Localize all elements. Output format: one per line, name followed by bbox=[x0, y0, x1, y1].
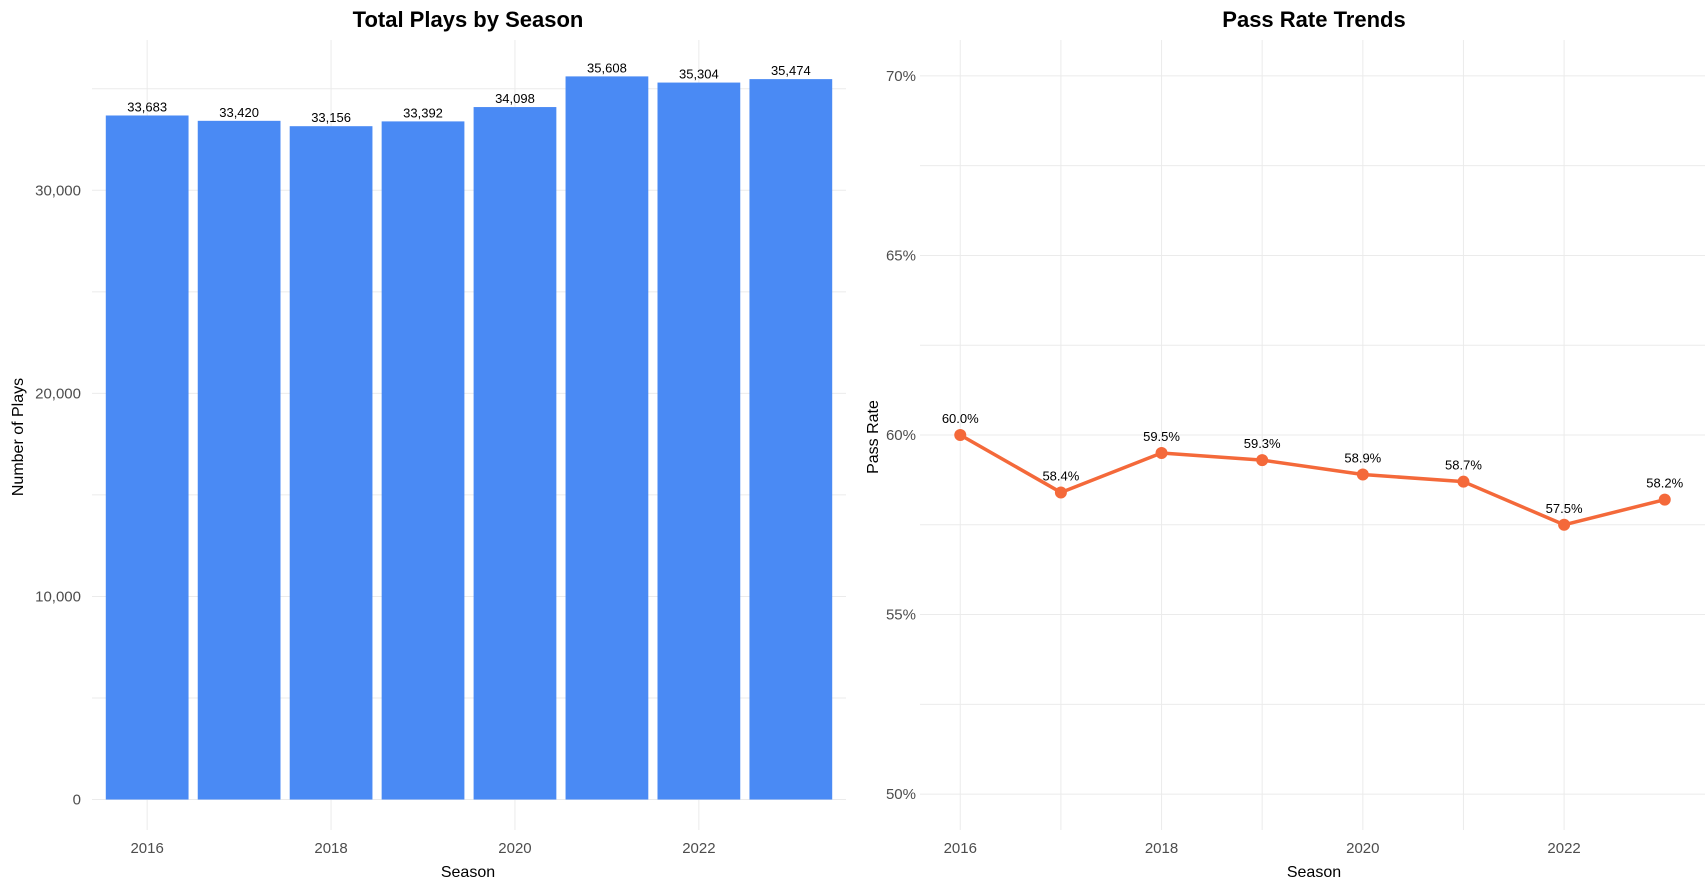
pass-rate-value-label: 59.3% bbox=[1244, 436, 1281, 451]
bar-x-tick-label: 2018 bbox=[314, 840, 347, 857]
pass-rate-point bbox=[1658, 493, 1671, 506]
pass-rate-value-label: 58.9% bbox=[1344, 451, 1381, 466]
line-chart-ylabel: Pass Rate bbox=[865, 400, 882, 474]
bar-y-tick-label: 0 bbox=[73, 792, 81, 809]
bar-y-tick-label: 30,000 bbox=[35, 182, 81, 199]
pass-rate-value-label: 58.4% bbox=[1042, 468, 1079, 483]
line-y-tick-label: 60% bbox=[886, 427, 916, 444]
line-chart-xlabel: Season bbox=[1287, 864, 1341, 881]
line-chart: 60.0% 58.4% 59.5% 59.3% 58.9% 58.7% 57.5% 58.2%… bbox=[886, 40, 1705, 857]
pass-rate-value-label: 58.2% bbox=[1646, 476, 1683, 491]
pass-rate-point bbox=[1457, 475, 1470, 488]
bar-chart-title: Total Plays by Season bbox=[353, 7, 584, 32]
bar-x-tick-label: 2016 bbox=[130, 840, 163, 857]
bar-value-label: 33,392 bbox=[403, 105, 443, 120]
bar bbox=[105, 115, 189, 800]
line-x-tick-label: 2016 bbox=[944, 840, 977, 857]
line-y-tick-label: 55% bbox=[886, 607, 916, 624]
bar-value-label: 35,474 bbox=[771, 63, 811, 78]
bar bbox=[657, 82, 741, 800]
pass-rate-line bbox=[959, 433, 1666, 527]
bar-value-label: 33,683 bbox=[127, 99, 167, 114]
bar-value-label: 35,608 bbox=[587, 60, 627, 75]
line-y-tick-label: 70% bbox=[886, 68, 916, 85]
bar-chart-xlabel: Season bbox=[441, 864, 495, 881]
pass-rate-point bbox=[1256, 454, 1269, 467]
pass-rate-point bbox=[1558, 518, 1571, 531]
pass-rate-value-label: 59.5% bbox=[1143, 429, 1180, 444]
bar-value-label: 34,098 bbox=[495, 91, 535, 106]
pass-rate-point bbox=[1356, 468, 1369, 481]
line-x-tick-label: 2022 bbox=[1547, 840, 1580, 857]
pass-rate-value-label: 57.5% bbox=[1546, 501, 1583, 516]
pass-rate-point bbox=[1054, 486, 1067, 499]
bar bbox=[289, 126, 373, 800]
bar bbox=[565, 76, 649, 800]
pass-rate-point bbox=[954, 429, 967, 441]
pass-rate-point bbox=[1155, 446, 1168, 459]
line-x-tick-label: 2018 bbox=[1145, 840, 1178, 857]
bar-x-tick-label: 2020 bbox=[498, 840, 531, 857]
bar bbox=[197, 120, 281, 800]
line-x-tick-label: 2020 bbox=[1346, 840, 1379, 857]
bar-y-tick-label: 20,000 bbox=[35, 385, 81, 402]
pass-rate-value-label: 58.7% bbox=[1445, 458, 1482, 473]
bar bbox=[473, 107, 557, 800]
bar-value-label: 33,156 bbox=[311, 110, 351, 125]
line-chart-title: Pass Rate Trends bbox=[1222, 7, 1405, 32]
bar-value-label: 33,420 bbox=[219, 105, 259, 120]
bar bbox=[381, 121, 465, 800]
bar bbox=[749, 79, 833, 800]
bar-chart-ylabel: Number of Plays bbox=[10, 378, 27, 496]
bar-value-label: 35,304 bbox=[679, 67, 719, 82]
pass-rate-value-label: 60.0% bbox=[942, 411, 979, 426]
bar-chart: 33,683 33,420 33,156 33,392 34,098 35,608 35,3… bbox=[35, 40, 846, 857]
line-y-tick-label: 65% bbox=[886, 247, 916, 264]
bar-y-tick-label: 10,000 bbox=[35, 588, 81, 605]
bar-x-tick-label: 2022 bbox=[682, 840, 715, 857]
line-y-tick-label: 50% bbox=[886, 786, 916, 803]
